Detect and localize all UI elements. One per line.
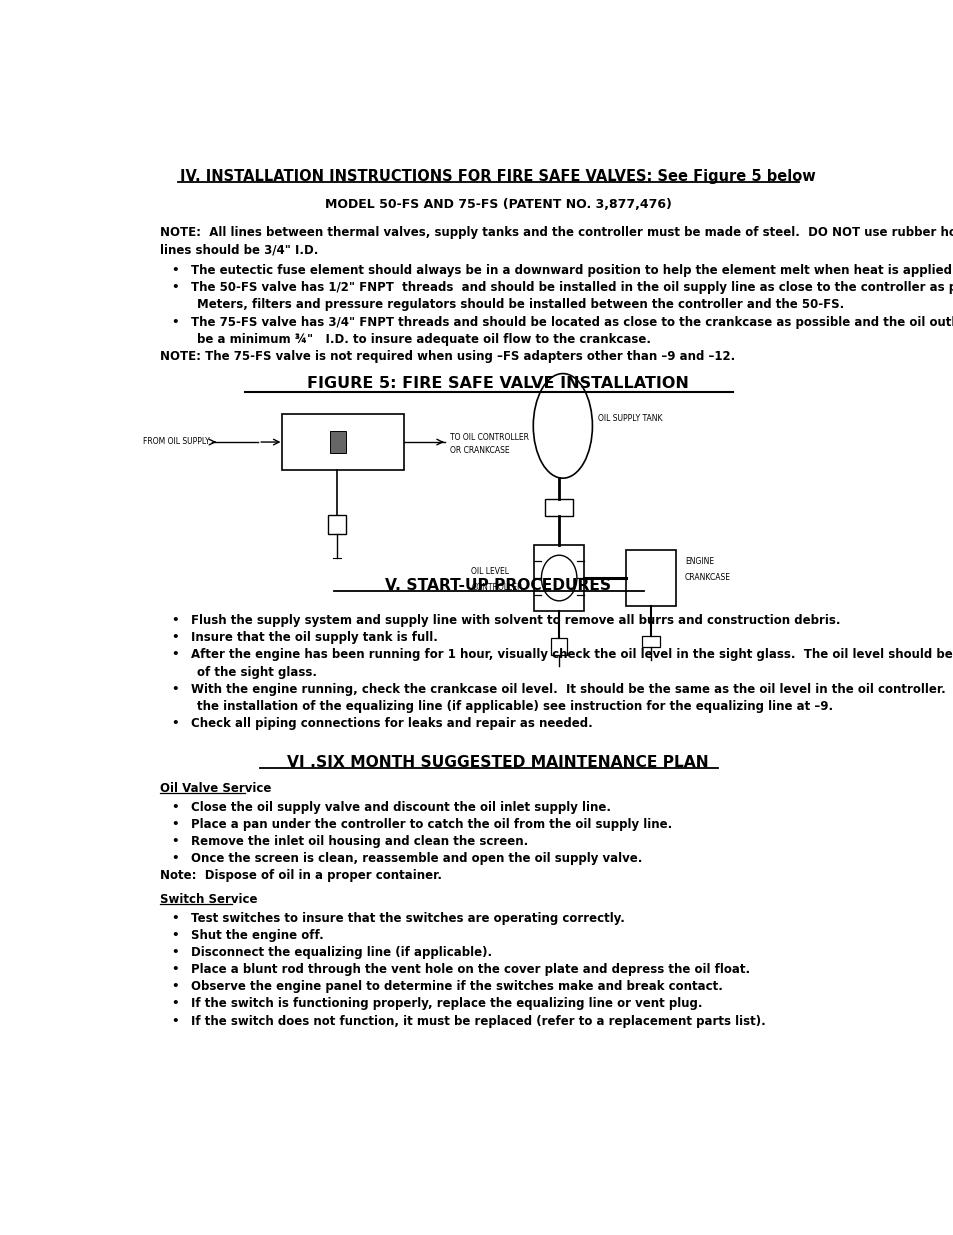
Text: IV. INSTALLATION INSTRUCTIONS FOR FIRE SAFE VALVES: See Figure 5 below: IV. INSTALLATION INSTRUCTIONS FOR FIRE S… (180, 169, 815, 184)
Text: Remove the inlet oil housing and clean the screen.: Remove the inlet oil housing and clean t… (191, 835, 528, 847)
Text: NOTE:  All lines between thermal valves, supply tanks and the controller must be: NOTE: All lines between thermal valves, … (160, 226, 953, 240)
Text: CONTROLLER: CONTROLLER (471, 583, 522, 592)
Text: •: • (171, 963, 178, 976)
Text: •: • (171, 648, 178, 662)
Text: ENGINE: ENGINE (684, 557, 713, 566)
Text: Meters, filters and pressure regulators should be installed between the controll: Meters, filters and pressure regulators … (196, 299, 843, 311)
Text: •: • (171, 316, 178, 329)
Text: Note:  Dispose of oil in a proper container.: Note: Dispose of oil in a proper contain… (160, 869, 441, 882)
Text: Place a pan under the controller to catch the oil from the oil supply line.: Place a pan under the controller to catc… (191, 818, 672, 831)
Text: Disconnect the equalizing line (if applicable).: Disconnect the equalizing line (if appli… (191, 946, 492, 960)
Text: The 75-FS valve has 3/4" FNPT threads and should be located as close to the cran: The 75-FS valve has 3/4" FNPT threads an… (191, 316, 953, 329)
Text: •: • (171, 852, 178, 864)
Polygon shape (329, 431, 346, 453)
Text: •: • (171, 998, 178, 1010)
Text: FIGURE 5: FIRE SAFE VALVE INSTALLATION: FIGURE 5: FIRE SAFE VALVE INSTALLATION (307, 377, 688, 391)
Text: With the engine running, check the crankcase oil level.  It should be the same a: With the engine running, check the crank… (191, 683, 953, 695)
Text: VI .SIX MONTH SUGGESTED MAINTENANCE PLAN: VI .SIX MONTH SUGGESTED MAINTENANCE PLAN (287, 755, 708, 769)
Text: The 50-FS valve has 1/2" FNPT  threads  and should be installed in the oil suppl: The 50-FS valve has 1/2" FNPT threads an… (191, 282, 953, 294)
Text: •: • (171, 835, 178, 847)
Text: •: • (171, 716, 178, 730)
Text: Test switches to insure that the switches are operating correctly.: Test switches to insure that the switche… (191, 911, 624, 925)
Text: If the switch is functioning properly, replace the equalizing line or vent plug.: If the switch is functioning properly, r… (191, 998, 701, 1010)
Text: If the switch does not function, it must be replaced (refer to a replacement par: If the switch does not function, it must… (191, 1014, 765, 1028)
Text: •: • (171, 800, 178, 814)
Text: CRANKCASE: CRANKCASE (684, 573, 730, 582)
Text: OIL LEVEL: OIL LEVEL (471, 567, 509, 576)
Text: be a minimum ¾"   I.D. to insure adequate oil flow to the crankcase.: be a minimum ¾" I.D. to insure adequate … (196, 332, 650, 346)
Text: the installation of the equalizing line (if applicable) see instruction for the : the installation of the equalizing line … (196, 700, 832, 713)
Text: •: • (171, 683, 178, 695)
Text: TO OIL CONTROLLER: TO OIL CONTROLLER (449, 432, 528, 442)
Text: •: • (171, 631, 178, 645)
Text: •: • (171, 1014, 178, 1028)
Text: Once the screen is clean, reassemble and open the oil supply valve.: Once the screen is clean, reassemble and… (191, 852, 641, 864)
Text: OIL SUPPLY TANK: OIL SUPPLY TANK (598, 415, 662, 424)
Text: The eutectic fuse element should always be in a downward position to help the el: The eutectic fuse element should always … (191, 264, 953, 277)
Text: lines should be 3/4" I.D.: lines should be 3/4" I.D. (160, 243, 318, 257)
Text: Close the oil supply valve and discount the oil inlet supply line.: Close the oil supply valve and discount … (191, 800, 610, 814)
Text: Flush the supply system and supply line with solvent to remove all burrs and con: Flush the supply system and supply line … (191, 614, 840, 627)
Text: MODEL 50-FS AND 75-FS (PATENT NO. 3,877,476): MODEL 50-FS AND 75-FS (PATENT NO. 3,877,… (324, 198, 671, 211)
Text: •: • (171, 614, 178, 627)
Text: •: • (171, 282, 178, 294)
Text: •: • (171, 981, 178, 993)
Text: Check all piping connections for leaks and repair as needed.: Check all piping connections for leaks a… (191, 716, 592, 730)
Text: •: • (171, 946, 178, 960)
Text: •: • (171, 929, 178, 942)
Text: Insure that the oil supply tank is full.: Insure that the oil supply tank is full. (191, 631, 437, 645)
Text: Observe the engine panel to determine if the switches make and break contact.: Observe the engine panel to determine if… (191, 981, 722, 993)
Text: NOTE: The 75-FS valve is not required when using –FS adapters other than –9 and : NOTE: The 75-FS valve is not required wh… (160, 350, 735, 363)
Text: Switch Service: Switch Service (160, 893, 257, 905)
Text: Shut the engine off.: Shut the engine off. (191, 929, 323, 942)
Text: V. START-UP PROCEDURES: V. START-UP PROCEDURES (385, 578, 611, 593)
Text: OR CRANKCASE: OR CRANKCASE (449, 446, 509, 454)
Text: Place a blunt rod through the vent hole on the cover plate and depress the oil f: Place a blunt rod through the vent hole … (191, 963, 749, 976)
Text: Oil Valve Service: Oil Valve Service (160, 782, 271, 794)
Text: •: • (171, 264, 178, 277)
Text: •: • (171, 818, 178, 831)
Text: After the engine has been running for 1 hour, visually check the oil level in th: After the engine has been running for 1 … (191, 648, 953, 662)
Text: •: • (171, 911, 178, 925)
Text: FROM OIL SUPPLY: FROM OIL SUPPLY (143, 437, 210, 446)
Text: of the sight glass.: of the sight glass. (196, 666, 316, 678)
